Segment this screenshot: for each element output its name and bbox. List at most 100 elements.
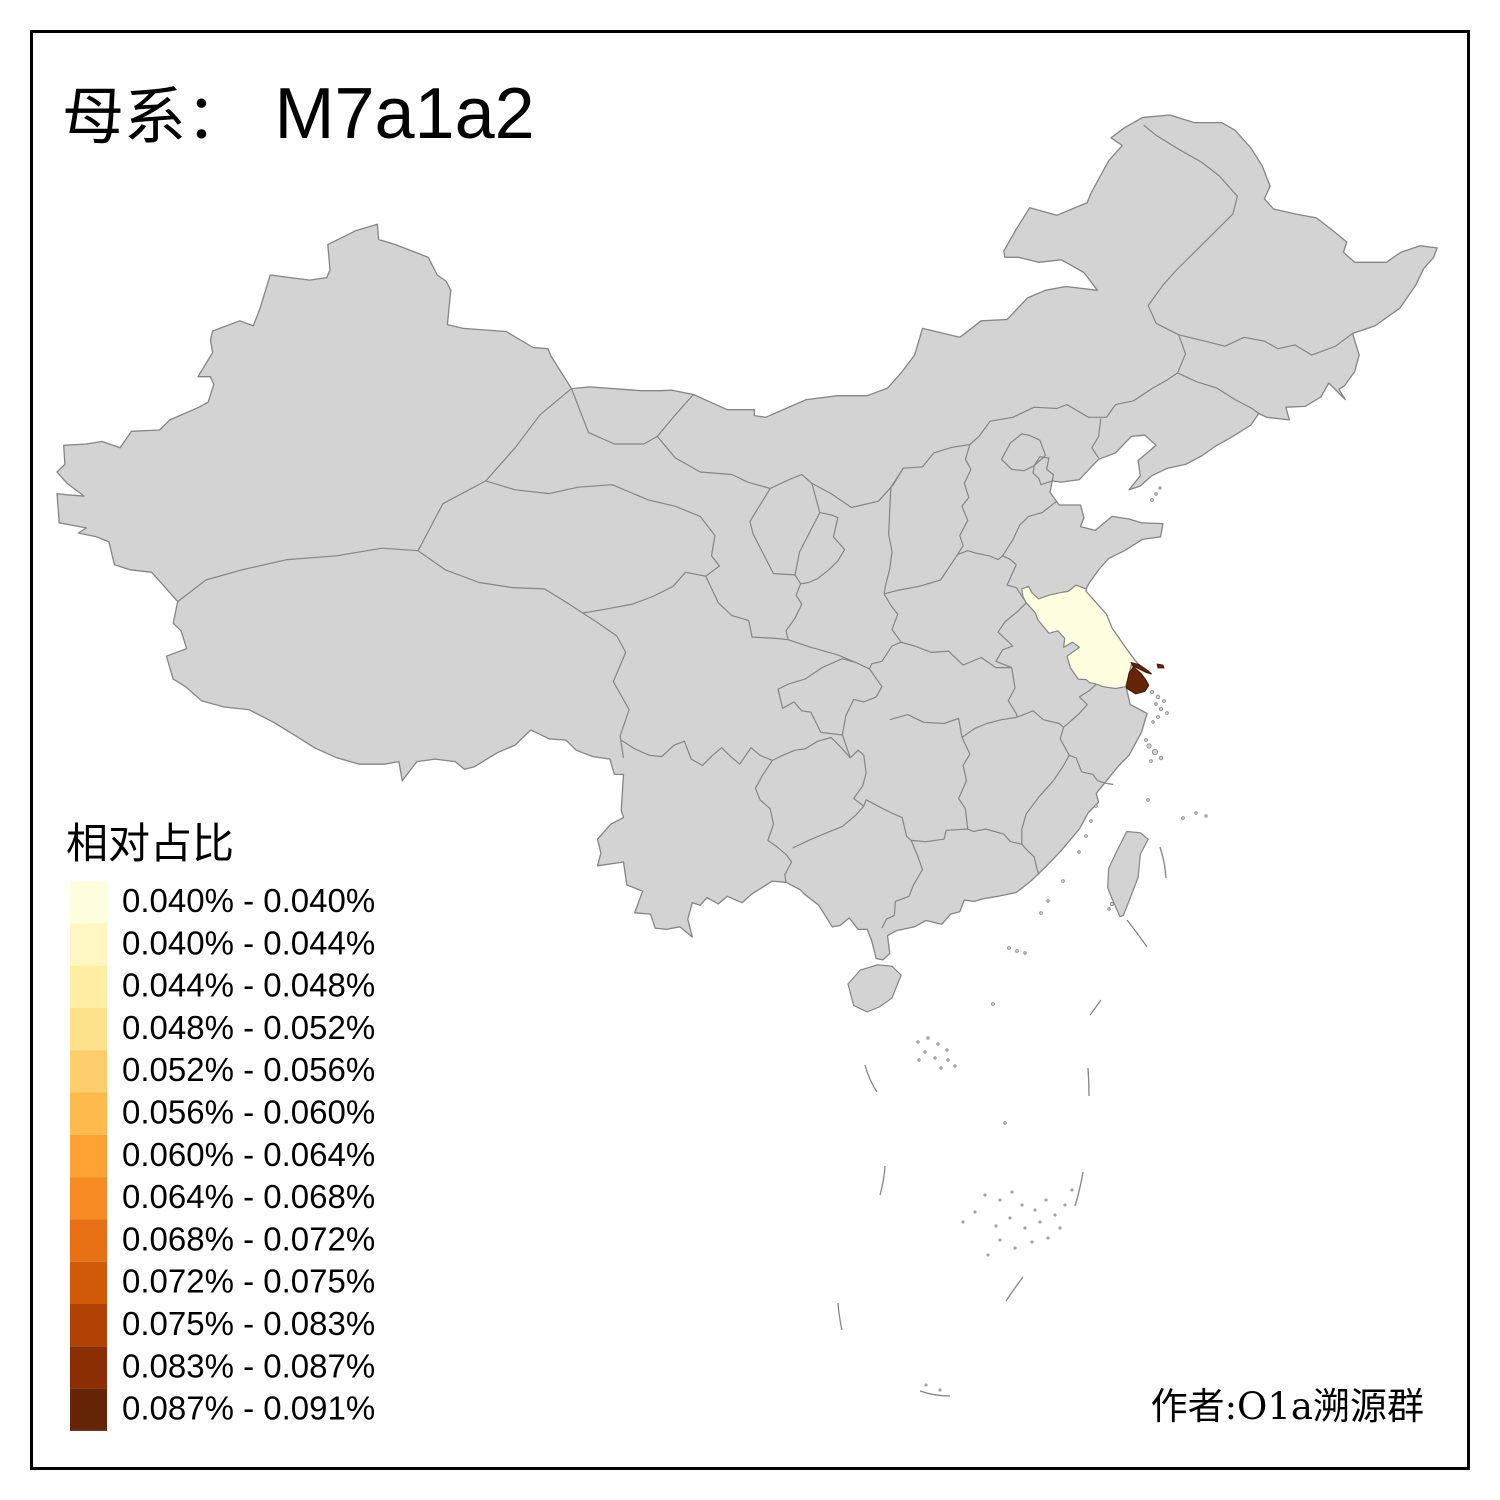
- legend-swatch: [70, 1304, 107, 1347]
- sea-boundary-dash: [1074, 1171, 1084, 1207]
- province-border: [889, 713, 963, 738]
- map-title-value: M7a1a2: [274, 74, 534, 154]
- legend-label: 0.040% - 0.044%: [122, 924, 375, 961]
- islet: [1094, 804, 1098, 808]
- province-border: [1063, 683, 1097, 728]
- province-border: [772, 736, 867, 849]
- islet: [1159, 707, 1164, 712]
- province-border: [956, 444, 972, 555]
- islet: [1158, 486, 1162, 490]
- islet: [953, 1064, 957, 1068]
- legend-swatch: [70, 1346, 107, 1389]
- legend-row: 0.087% - 0.091%: [70, 1388, 375, 1431]
- islet: [1150, 690, 1155, 695]
- islet: [1165, 711, 1169, 715]
- islet: [1181, 816, 1185, 820]
- islet: [991, 1002, 995, 1006]
- islet: [973, 1210, 977, 1214]
- islet: [1154, 702, 1158, 706]
- islet: [1077, 850, 1081, 854]
- legend-rows: 0.040% - 0.040% 0.040% - 0.044% 0.044% - 0…: [70, 881, 375, 1431]
- province-border: [1177, 372, 1260, 414]
- islet: [1162, 699, 1166, 703]
- islet: [917, 1058, 921, 1062]
- islet: [939, 1066, 943, 1070]
- islet: [1044, 1198, 1048, 1202]
- islet: [1152, 749, 1159, 756]
- region-taiwan: [1106, 830, 1149, 918]
- islet: [1089, 819, 1093, 823]
- islet: [1007, 946, 1011, 950]
- islet: [1046, 1236, 1050, 1240]
- islet: [1070, 1188, 1074, 1192]
- region-hainan: [847, 964, 902, 1013]
- islet: [1038, 1220, 1042, 1224]
- islet: [1010, 1190, 1014, 1194]
- province-border: [883, 467, 904, 594]
- province-border: [754, 760, 793, 883]
- sea-boundary-dash: [1126, 919, 1148, 948]
- islet: [983, 1193, 987, 1197]
- legend-swatch: [70, 923, 107, 966]
- islet: [994, 1224, 998, 1228]
- islet: [1150, 498, 1154, 502]
- legend-swatch: [70, 1261, 107, 1304]
- islet: [1146, 743, 1152, 749]
- sea-boundary-dash: [879, 1165, 886, 1196]
- province-border: [811, 124, 1239, 509]
- province-border: [1178, 333, 1353, 356]
- province-border: [800, 512, 846, 585]
- islet: [1023, 951, 1027, 955]
- islet: [916, 1040, 920, 1044]
- legend: 相对占比 0.040% - 0.040% 0.040% - 0.044% 0.044…: [66, 819, 375, 1431]
- islet: [1058, 1226, 1062, 1230]
- islet: [1023, 1226, 1027, 1230]
- legend-label: 0.083% - 0.087%: [122, 1347, 375, 1384]
- plot-frame: [30, 30, 1470, 1470]
- islet: [986, 1253, 990, 1257]
- sea-boundary-dash: [837, 1302, 843, 1331]
- legend-swatch: [70, 965, 107, 1008]
- region-shanghai-highlight: [1125, 666, 1150, 695]
- province-border: [417, 550, 630, 758]
- province-border: [485, 480, 721, 614]
- islet: [1144, 738, 1148, 742]
- islet: [961, 1220, 965, 1224]
- attribution: 作者:O1a溯源群: [1151, 1385, 1424, 1428]
- legend-label: 0.064% - 0.068%: [122, 1178, 375, 1215]
- legend-label: 0.040% - 0.040%: [122, 882, 375, 919]
- province-border: [961, 716, 1018, 738]
- legend-label: 0.048% - 0.052%: [122, 1009, 375, 1046]
- province-border: [1002, 500, 1058, 557]
- map-layer: [56, 114, 1438, 1397]
- legend-row: 0.060% - 0.064%: [70, 1134, 375, 1178]
- legend-label: 0.075% - 0.083%: [122, 1305, 375, 1342]
- province-border: [1068, 754, 1114, 786]
- province-border: [749, 473, 821, 576]
- islet: [998, 1198, 1002, 1202]
- legend-row: 0.052% - 0.056%: [70, 1050, 375, 1093]
- islet: [998, 1238, 1002, 1242]
- legend-label: 0.060% - 0.064%: [122, 1136, 375, 1173]
- legend-title: 相对占比: [66, 819, 234, 868]
- legend-row: 0.056% - 0.060%: [70, 1092, 375, 1135]
- province-border: [900, 641, 1012, 669]
- province-border: [570, 388, 694, 445]
- islet: [1063, 1203, 1067, 1207]
- legend-label: 0.068% - 0.072%: [122, 1220, 375, 1257]
- province-border: [1000, 433, 1047, 472]
- region-shanghai-chongming: [1130, 661, 1152, 675]
- province-border: [841, 668, 883, 758]
- province-border: [656, 436, 771, 490]
- province-border: [777, 658, 857, 736]
- legend-swatch: [70, 1050, 107, 1093]
- legend-swatch: [70, 1177, 107, 1220]
- province-border: [863, 799, 924, 929]
- province-border: [957, 737, 971, 830]
- province-border: [1032, 456, 1055, 486]
- islet: [1158, 755, 1164, 761]
- province-border: [995, 602, 1027, 669]
- islet: [1154, 492, 1158, 496]
